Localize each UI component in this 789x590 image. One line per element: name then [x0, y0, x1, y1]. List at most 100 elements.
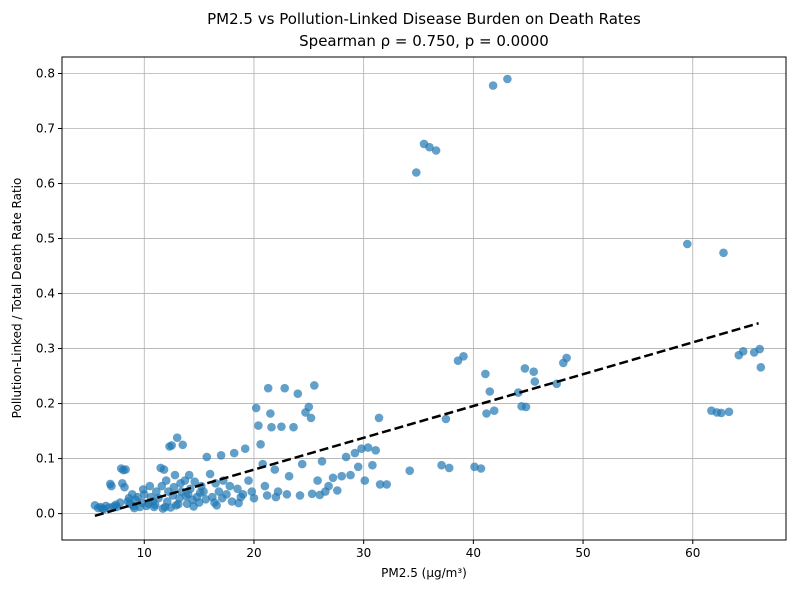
data-point: [738, 347, 748, 356]
data-point: [382, 480, 392, 489]
data-point: [121, 465, 130, 474]
data-point: [217, 493, 227, 503]
data-point: [120, 482, 129, 492]
data-point: [470, 462, 479, 472]
data-point: [277, 422, 286, 432]
data-point: [149, 502, 159, 512]
data-point: [489, 406, 499, 416]
data-point: [266, 409, 275, 418]
data-point: [306, 413, 316, 423]
data-point: [267, 422, 276, 432]
data-point: [284, 471, 294, 481]
data-point: [717, 408, 726, 418]
data-point: [337, 471, 347, 481]
data-point: [238, 490, 248, 499]
data-point: [262, 491, 272, 500]
data-point: [368, 460, 377, 470]
data-point: [324, 481, 333, 491]
data-point: [161, 476, 171, 485]
data-point: [172, 433, 182, 443]
data-point: [295, 491, 305, 500]
x-tick-label: 20: [246, 546, 261, 560]
y-tick-label: 0.1: [36, 452, 55, 466]
data-point: [244, 476, 253, 485]
data-point: [280, 383, 290, 393]
data-point: [205, 469, 215, 479]
data-point: [529, 367, 538, 377]
x-tick-label: 50: [575, 546, 590, 560]
data-point: [184, 470, 194, 480]
chart-subtitle: Spearman ρ = 0.750, p = 0.0000: [299, 32, 549, 50]
data-point: [158, 504, 168, 513]
data-point: [363, 443, 373, 452]
data-point: [374, 413, 384, 423]
data-point: [304, 402, 314, 412]
y-tick-label: 0.6: [36, 177, 55, 191]
data-point: [176, 479, 185, 488]
data-point: [202, 452, 212, 462]
data-point: [724, 407, 734, 417]
x-tick-label: 30: [356, 546, 371, 560]
data-point: [333, 486, 342, 495]
data-point: [270, 465, 280, 474]
data-point: [328, 473, 338, 483]
y-tick-label: 0.2: [36, 397, 55, 411]
y-tick-label: 0.8: [36, 67, 55, 81]
data-point: [174, 499, 183, 509]
data-point: [297, 459, 307, 469]
data-point: [247, 487, 257, 496]
data-point: [145, 481, 155, 491]
data-point: [159, 465, 169, 474]
y-tick-label: 0.0: [36, 507, 55, 521]
data-point: [233, 484, 242, 494]
data-point: [106, 479, 115, 489]
data-point: [249, 493, 259, 503]
x-tick-label: 40: [466, 546, 481, 560]
data-point: [152, 487, 161, 496]
data-point: [251, 403, 261, 413]
data-point: [482, 409, 491, 418]
data-point: [181, 491, 191, 501]
data-point: [503, 74, 512, 84]
data-point: [719, 248, 728, 258]
data-point: [130, 503, 139, 513]
data-point: [405, 466, 415, 476]
data-point: [437, 460, 446, 470]
data-point: [256, 440, 265, 449]
data-point: [190, 477, 199, 487]
y-tick-label: 0.3: [36, 342, 55, 356]
data-point: [124, 493, 134, 503]
data-point: [412, 168, 421, 177]
data-point: [360, 476, 370, 485]
data-point: [562, 353, 571, 363]
data-point: [315, 490, 325, 500]
data-point: [240, 444, 250, 454]
data-point: [431, 146, 441, 155]
data-point: [260, 481, 270, 491]
data-point: [375, 480, 385, 489]
data-point: [254, 421, 263, 430]
trend-line-group: [94, 322, 759, 517]
data-point: [521, 402, 531, 412]
x-tick-label: 60: [685, 546, 700, 560]
data-point: [313, 476, 322, 485]
chart-title: PM2.5 vs Pollution-Linked Disease Burden…: [207, 10, 641, 28]
grid: [62, 57, 786, 540]
data-point: [214, 487, 224, 496]
data-point: [441, 414, 451, 424]
data-point: [170, 470, 180, 480]
data-point: [444, 463, 454, 473]
y-tick-label: 0.5: [36, 232, 55, 246]
data-point: [227, 497, 237, 506]
data-point: [216, 451, 226, 460]
data-point: [488, 81, 498, 90]
data-point: [317, 457, 327, 466]
data-point: [282, 490, 292, 499]
x-axis-label: PM2.5 (µg/m³): [381, 566, 467, 580]
data-point: [212, 501, 221, 510]
data-point: [350, 448, 360, 458]
data-point: [357, 444, 366, 454]
data-point: [138, 485, 148, 494]
data-points: [90, 74, 766, 514]
